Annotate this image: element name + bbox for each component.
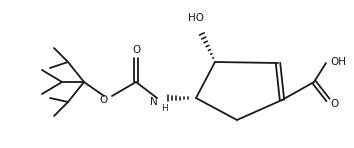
Text: O: O <box>330 99 338 109</box>
Text: OH: OH <box>330 57 346 67</box>
Text: H: H <box>161 103 168 112</box>
Text: HO: HO <box>188 13 204 23</box>
Text: N: N <box>150 97 158 107</box>
Text: O: O <box>100 95 108 105</box>
Text: O: O <box>132 45 140 55</box>
